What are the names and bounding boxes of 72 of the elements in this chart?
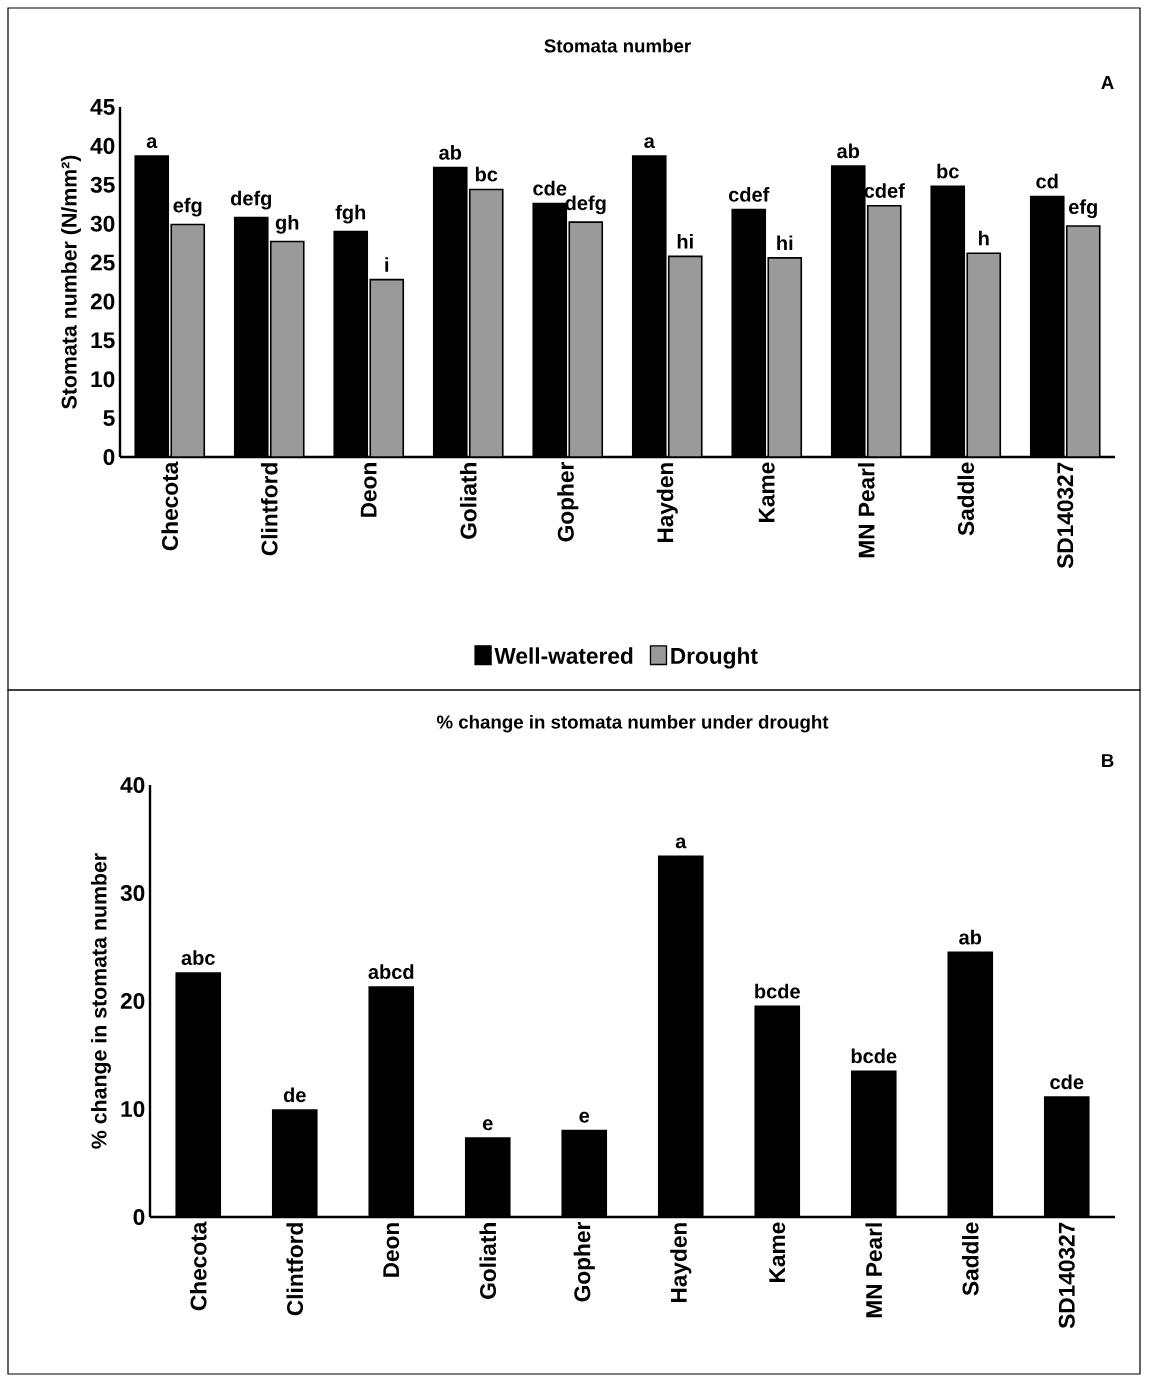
y-tick-label: 20 xyxy=(120,992,145,1010)
data-label: fgh xyxy=(335,204,366,224)
data-label: de xyxy=(283,1087,306,1103)
data-label: a xyxy=(146,137,158,149)
data-label: efg xyxy=(173,197,202,217)
y-axis-title: % change in stomata number xyxy=(90,853,111,1149)
data-label: defg xyxy=(565,195,606,215)
data-label: cde xyxy=(1050,1074,1084,1090)
data-label: ab xyxy=(439,145,462,160)
x-tick-label: Deon xyxy=(383,1223,400,1277)
chart-title: Stomata number xyxy=(544,38,691,53)
x-tick-label: Hayden xyxy=(656,463,678,543)
y-tick-label: 10 xyxy=(91,371,115,388)
data-label: defg xyxy=(230,190,272,210)
data-label: ab xyxy=(959,929,982,945)
x-tick-label: Kame xyxy=(758,462,775,522)
y-tick-label: 40 xyxy=(90,137,115,154)
x-tick-label: Saddle xyxy=(957,462,975,536)
y-axis-title: Stomata number (N/mm²) xyxy=(61,155,81,409)
x-tick-label: Gopher xyxy=(573,1222,595,1302)
y-tick-label: 30 xyxy=(120,884,145,902)
x-tick-label: Saddle xyxy=(961,1222,979,1296)
x-tick-label: Goliath xyxy=(479,1223,497,1299)
data-label: hi xyxy=(677,233,693,249)
data-label: ab xyxy=(837,143,860,159)
x-tick-label: Checota xyxy=(189,1221,207,1311)
legend-label: Well-watered xyxy=(494,647,633,664)
x-tick-label: Clintford xyxy=(286,1223,304,1316)
chart-title: % change in stomata number under drought xyxy=(436,714,829,733)
data-label: i xyxy=(385,257,389,272)
data-label: efg xyxy=(1069,199,1097,219)
data-label: e xyxy=(579,1111,590,1123)
x-tick-label: Hayden xyxy=(670,1223,692,1303)
x-tick-label: SD140327 xyxy=(1057,462,1074,569)
data-label: a xyxy=(675,837,687,849)
data-label: bc xyxy=(937,163,959,179)
y-tick-label: 0 xyxy=(103,448,115,466)
y-tick-label: 15 xyxy=(91,332,115,349)
x-tick-label: Clintford xyxy=(260,463,278,556)
x-tick-label: SD140327 xyxy=(1058,1222,1075,1329)
text: B xyxy=(1102,754,1114,767)
data-label: bc xyxy=(475,166,498,182)
data-label: abcd xyxy=(368,964,414,980)
data-label: bcde xyxy=(755,983,800,999)
data-label: cdef xyxy=(728,187,770,202)
data-label: h xyxy=(979,230,989,246)
x-tick-label: Kame xyxy=(769,1222,786,1282)
y-tick-label: 5 xyxy=(103,410,115,427)
x-tick-label: Gopher xyxy=(557,462,579,542)
y-tick-label: 25 xyxy=(90,254,115,271)
x-tick-label: MN Pearl xyxy=(857,463,875,558)
y-tick-label: 10 xyxy=(121,1100,145,1118)
data-label: hi xyxy=(777,235,793,250)
data-label: gh xyxy=(275,214,299,234)
y-tick-label: 0 xyxy=(133,1208,145,1226)
text: A xyxy=(1101,76,1114,89)
data-label: cd xyxy=(1036,173,1058,189)
y-tick-label: 20 xyxy=(90,293,115,310)
data-label: cde xyxy=(533,180,567,196)
x-tick-label: Checota xyxy=(161,461,179,551)
y-tick-label: 30 xyxy=(90,215,115,232)
x-tick-label: Deon xyxy=(360,463,377,517)
y-tick-label: 45 xyxy=(90,99,115,115)
y-tick-label: 35 xyxy=(90,176,115,193)
legend-label: Drought xyxy=(671,647,758,669)
data-label: abc xyxy=(181,950,215,966)
data-label: e xyxy=(482,1119,493,1131)
data-label: bcde xyxy=(851,1048,897,1064)
x-tick-label: Goliath xyxy=(459,463,477,539)
data-label: a xyxy=(644,137,655,149)
y-tick-label: 40 xyxy=(120,776,145,794)
x-tick-label: MN Pearl xyxy=(865,1223,883,1318)
